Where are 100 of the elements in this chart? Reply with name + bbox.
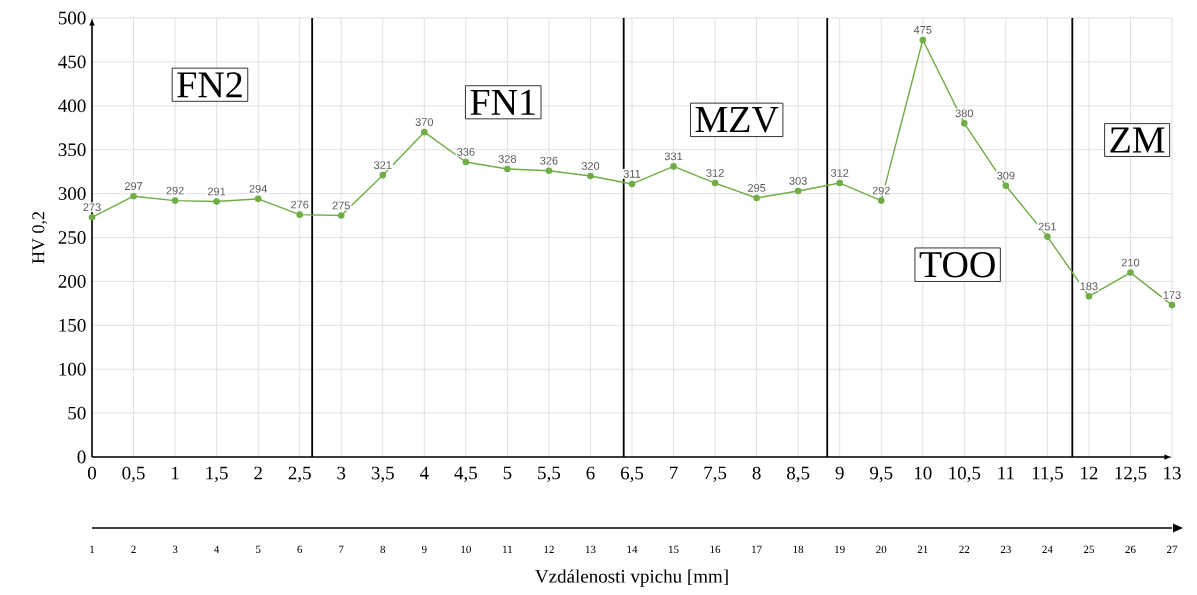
annotation: FN2 — [177, 72, 242, 98]
point — [1002, 182, 1010, 189]
data-label: 380 — [955, 109, 974, 118]
y-tick-label: 400 — [58, 99, 86, 113]
x-tick-label: 1,5 — [206, 466, 228, 483]
x-tick-label: 2 — [254, 466, 262, 480]
x-tick-label: 11,5 — [1032, 466, 1063, 483]
x-tick-label: 3,5 — [371, 466, 394, 483]
x-tick-label: 1 — [171, 466, 179, 480]
data-label: 326 — [540, 156, 558, 165]
x2-tick-label: 10 — [461, 545, 471, 554]
x2-tick-label: 9 — [421, 545, 427, 554]
point — [794, 187, 802, 195]
x-tick-label: 7 — [670, 466, 678, 480]
point — [1168, 301, 1176, 309]
x-tick-label: 4,5 — [454, 466, 477, 483]
point — [1085, 293, 1093, 300]
annotation: ZM — [1110, 127, 1165, 153]
data-label: 183 — [1080, 282, 1098, 291]
x2-tick-label: 26 — [1125, 545, 1136, 554]
point — [1127, 269, 1134, 276]
data-label: 370 — [415, 118, 434, 126]
y-tick-label: 150 — [59, 318, 86, 332]
data-label: 311 — [623, 169, 641, 178]
y-tick-label: 300 — [58, 187, 86, 201]
x-tick-label: 6,5 — [620, 466, 644, 483]
x-tick-label: 13 — [1164, 466, 1181, 480]
point — [628, 180, 636, 188]
point — [1044, 233, 1051, 240]
y-tick-label: 50 — [68, 406, 86, 420]
point — [711, 179, 719, 187]
data-label: 292 — [166, 186, 184, 195]
x2-tick-label: 11 — [503, 545, 513, 553]
point — [88, 214, 96, 221]
x2-tick-label: 20 — [876, 545, 887, 554]
point — [254, 195, 262, 203]
x2-tick-label: 21 — [917, 545, 928, 553]
x-tick-label: 10,5 — [949, 466, 981, 483]
data-label: 251 — [1038, 222, 1057, 231]
x-tick-label: 4 — [419, 466, 429, 480]
x2-tick-label: 2 — [131, 545, 136, 553]
data-label: 292 — [872, 186, 890, 195]
point — [836, 179, 843, 187]
data-label: 309 — [997, 171, 1015, 180]
point — [130, 192, 137, 200]
point — [877, 197, 885, 204]
data-label: 173 — [1163, 291, 1181, 299]
x2-tick-label: 15 — [669, 545, 679, 554]
x2-tick-label: 14 — [627, 545, 638, 553]
x-tick-label: 2,5 — [288, 466, 311, 483]
y-tick-label: 350 — [58, 143, 86, 157]
x-tick-label: 10 — [914, 466, 932, 480]
data-label: 273 — [83, 203, 101, 212]
point — [462, 158, 470, 166]
data-label: 303 — [789, 176, 807, 185]
x2-tick-label: 22 — [959, 545, 970, 553]
annotation: FN1 — [470, 89, 535, 115]
point — [587, 172, 594, 180]
x2-tick-label: 25 — [1083, 545, 1094, 554]
x-tick-label: 12 — [1081, 466, 1098, 480]
x-tick-label: 8 — [752, 466, 761, 480]
x2-tick-label: 23 — [1000, 545, 1011, 554]
data-label: 328 — [498, 155, 517, 163]
x-tick-label: 5,5 — [538, 466, 561, 483]
point — [296, 211, 303, 218]
data-label: 295 — [747, 184, 766, 192]
data-label: 297 — [124, 182, 143, 191]
y-axis-title: HV 0,2 — [32, 211, 47, 264]
x-axis-title: Vzdálenosti vpichu [mm] — [535, 569, 728, 587]
data-label: 336 — [457, 148, 475, 156]
x2-tick-label: 1 — [90, 545, 95, 553]
point — [919, 36, 927, 44]
data-label: 312 — [706, 169, 724, 177]
x2-tick-label: 7 — [339, 545, 344, 553]
x-tick-label: 9 — [835, 466, 844, 480]
data-label: 320 — [581, 162, 600, 170]
x2-tick-label: 5 — [256, 545, 261, 553]
x-tick-label: 11 — [998, 466, 1014, 480]
data-label: 475 — [913, 26, 932, 34]
annotation: TOO — [919, 251, 995, 278]
x2-tick-label: 8 — [380, 545, 386, 554]
x-tick-label: 9,5 — [869, 466, 893, 483]
x2-tick-label: 4 — [214, 545, 220, 553]
x-tick-label: 7,5 — [704, 466, 727, 483]
x2-tick-label: 16 — [710, 545, 721, 554]
point — [753, 194, 760, 202]
data-label: 331 — [664, 152, 683, 161]
x2-tick-label: 17 — [752, 545, 762, 553]
x2-tick-label: 24 — [1042, 545, 1053, 553]
point — [961, 120, 968, 127]
x2-tick-label: 12 — [544, 545, 554, 553]
data-label: 312 — [830, 169, 849, 177]
y-tick-label: 0 — [77, 450, 86, 464]
x2-tick-label: 19 — [835, 545, 845, 554]
point — [213, 198, 220, 205]
data-label: 275 — [332, 201, 350, 210]
x-tick-label: 0,5 — [122, 466, 145, 483]
x-tick-label: 12,5 — [1115, 466, 1147, 483]
x-tick-label: 5 — [503, 466, 512, 480]
y-tick-label: 200 — [58, 275, 86, 288]
